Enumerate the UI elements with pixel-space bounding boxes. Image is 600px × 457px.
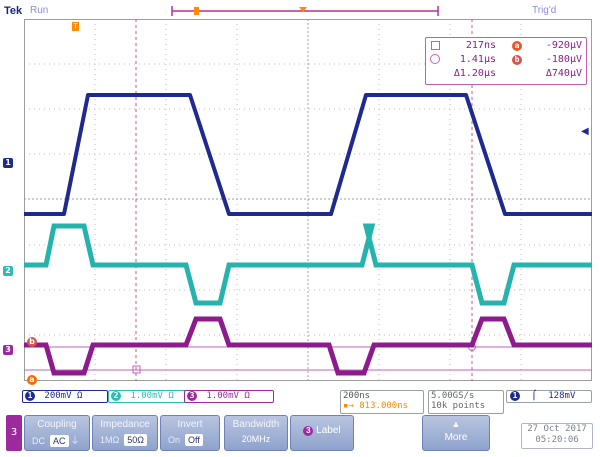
- trigger-level: 128mV: [548, 391, 576, 401]
- menu-channel-indicator: 3: [6, 415, 22, 451]
- ch3-marker-label: 3: [3, 345, 13, 355]
- datetime-display: 27 Oct 2017 05:20:06: [521, 423, 593, 449]
- invert-on-option[interactable]: On: [168, 435, 181, 445]
- ch1-impedance-icon: Ω: [76, 391, 83, 401]
- run-state: Run: [30, 5, 49, 16]
- record-window-indicator: [194, 7, 199, 15]
- ch2-badge: 2: [111, 391, 121, 401]
- impedance-1mohm-option[interactable]: 1MΩ: [100, 435, 120, 445]
- ch2-scale-box[interactable]: 2 1.00mV Ω: [108, 390, 190, 403]
- more-label: More: [444, 432, 468, 443]
- cursor-a-voltage: -920µV: [545, 40, 582, 51]
- trigger-time-marker-icon[interactable]: T: [72, 22, 79, 31]
- cursor-b-badge: b: [512, 55, 522, 65]
- more-menu-button[interactable]: ▲ More: [422, 415, 490, 451]
- ch1-scale: 200mV: [44, 391, 72, 401]
- date-text: 27 Oct 2017: [527, 424, 587, 434]
- cursor-a-square-marker: [132, 365, 141, 374]
- bandwidth-menu-button[interactable]: Bandwidth 20MHz: [224, 415, 288, 451]
- cursor-b-voltage: -180µV: [545, 54, 582, 65]
- ch1-waveform: [24, 93, 592, 216]
- timebase-scale: 200ns: [343, 391, 371, 401]
- invert-off-option[interactable]: Off: [185, 434, 203, 446]
- cursor-readout-panel: 217ns a -920µV 1.41µs b -180µV Δ1.20µs Δ…: [425, 37, 587, 85]
- ch1-scale-box[interactable]: 1 200mV Ω: [22, 390, 108, 403]
- cursor-a-time: 217ns: [465, 40, 496, 51]
- cursor-b-circle-icon: [430, 54, 440, 64]
- ch1-badge: 1: [25, 391, 35, 401]
- trigger-position-icon: [299, 7, 307, 12]
- ch2-waveform: [24, 223, 592, 306]
- cursor-a-badge: a: [512, 41, 522, 51]
- cursor-b-level-badge: b: [27, 337, 37, 347]
- invert-label: Invert: [177, 419, 203, 430]
- record-position-bar[interactable]: [170, 4, 440, 18]
- ch3-waveform: [24, 316, 592, 376]
- ch2-scale: 1.00mV: [130, 391, 163, 401]
- timebase-delay: 813.000ns: [359, 401, 409, 411]
- graticule-center-axes: [24, 19, 592, 381]
- impedance-label: Impedance: [100, 419, 150, 430]
- ch2-ground-marker[interactable]: 2: [3, 258, 19, 276]
- acquisition-box[interactable]: 5.00GS/s 10k points: [428, 390, 504, 414]
- coupling-ac-option[interactable]: AC: [50, 435, 69, 447]
- time-text: 05:20:06: [535, 435, 579, 445]
- coupling-label: Coupling: [37, 419, 77, 430]
- coupling-menu-button[interactable]: Coupling DC AC ⏚: [24, 415, 90, 451]
- bandwidth-label: Bandwidth: [232, 419, 280, 430]
- more-up-arrow-icon: ▲: [451, 419, 461, 429]
- ch3-ground-marker[interactable]: 3: [3, 337, 19, 355]
- cursor-a-square-icon: [431, 41, 440, 50]
- coupling-dc-option[interactable]: DC: [32, 436, 45, 446]
- trigger-source-badge: 1: [510, 391, 520, 401]
- bandwidth-value: 20MHz: [241, 434, 271, 444]
- ground-icon[interactable]: ⏚: [70, 436, 80, 446]
- trigger-delay-icon: ▪→: [343, 401, 354, 411]
- brand-logo: Tek: [4, 5, 23, 17]
- cursor-delta-voltage: Δ740µV: [545, 68, 582, 79]
- ch1-marker-label: 1: [3, 158, 13, 168]
- timebase-box[interactable]: 200ns ▪→ 813.000ns: [340, 390, 424, 414]
- ch2-marker-label: 2: [3, 266, 13, 276]
- cursor-b-time: 1.41µs: [459, 54, 496, 65]
- rising-edge-icon: ⌠: [531, 391, 537, 401]
- label-button-text: Label: [316, 425, 341, 436]
- trigger-box[interactable]: 1 ⌠ 128mV: [506, 390, 592, 403]
- invert-menu-button[interactable]: Invert On Off: [160, 415, 220, 451]
- label-menu-button[interactable]: 3 Label: [290, 415, 354, 451]
- graticule-border: [24, 19, 592, 381]
- label-channel-badge: 3: [303, 426, 314, 436]
- trigger-level-arrow-icon[interactable]: ◀: [581, 126, 589, 137]
- impedance-menu-button[interactable]: Impedance 1MΩ 50Ω: [92, 415, 158, 451]
- ch1-ground-marker[interactable]: 1: [3, 150, 19, 168]
- cursor-a-level-badge: a: [27, 375, 37, 385]
- ch3-impedance-icon: Ω: [244, 391, 250, 401]
- cursor-delta-time: Δ1.20µs: [453, 68, 496, 79]
- ch2-impedance-icon: Ω: [168, 391, 174, 401]
- record-length: 10k points: [431, 401, 486, 411]
- impedance-50ohm-option[interactable]: 50Ω: [124, 434, 147, 446]
- sample-rate: 5.00GS/s: [431, 391, 475, 401]
- ch3-badge: 3: [187, 391, 197, 401]
- ch3-scale-box[interactable]: 3 1.00mV Ω: [184, 390, 274, 403]
- trigger-state: Trig'd: [532, 5, 557, 16]
- ch3-scale: 1.00mV: [206, 391, 239, 401]
